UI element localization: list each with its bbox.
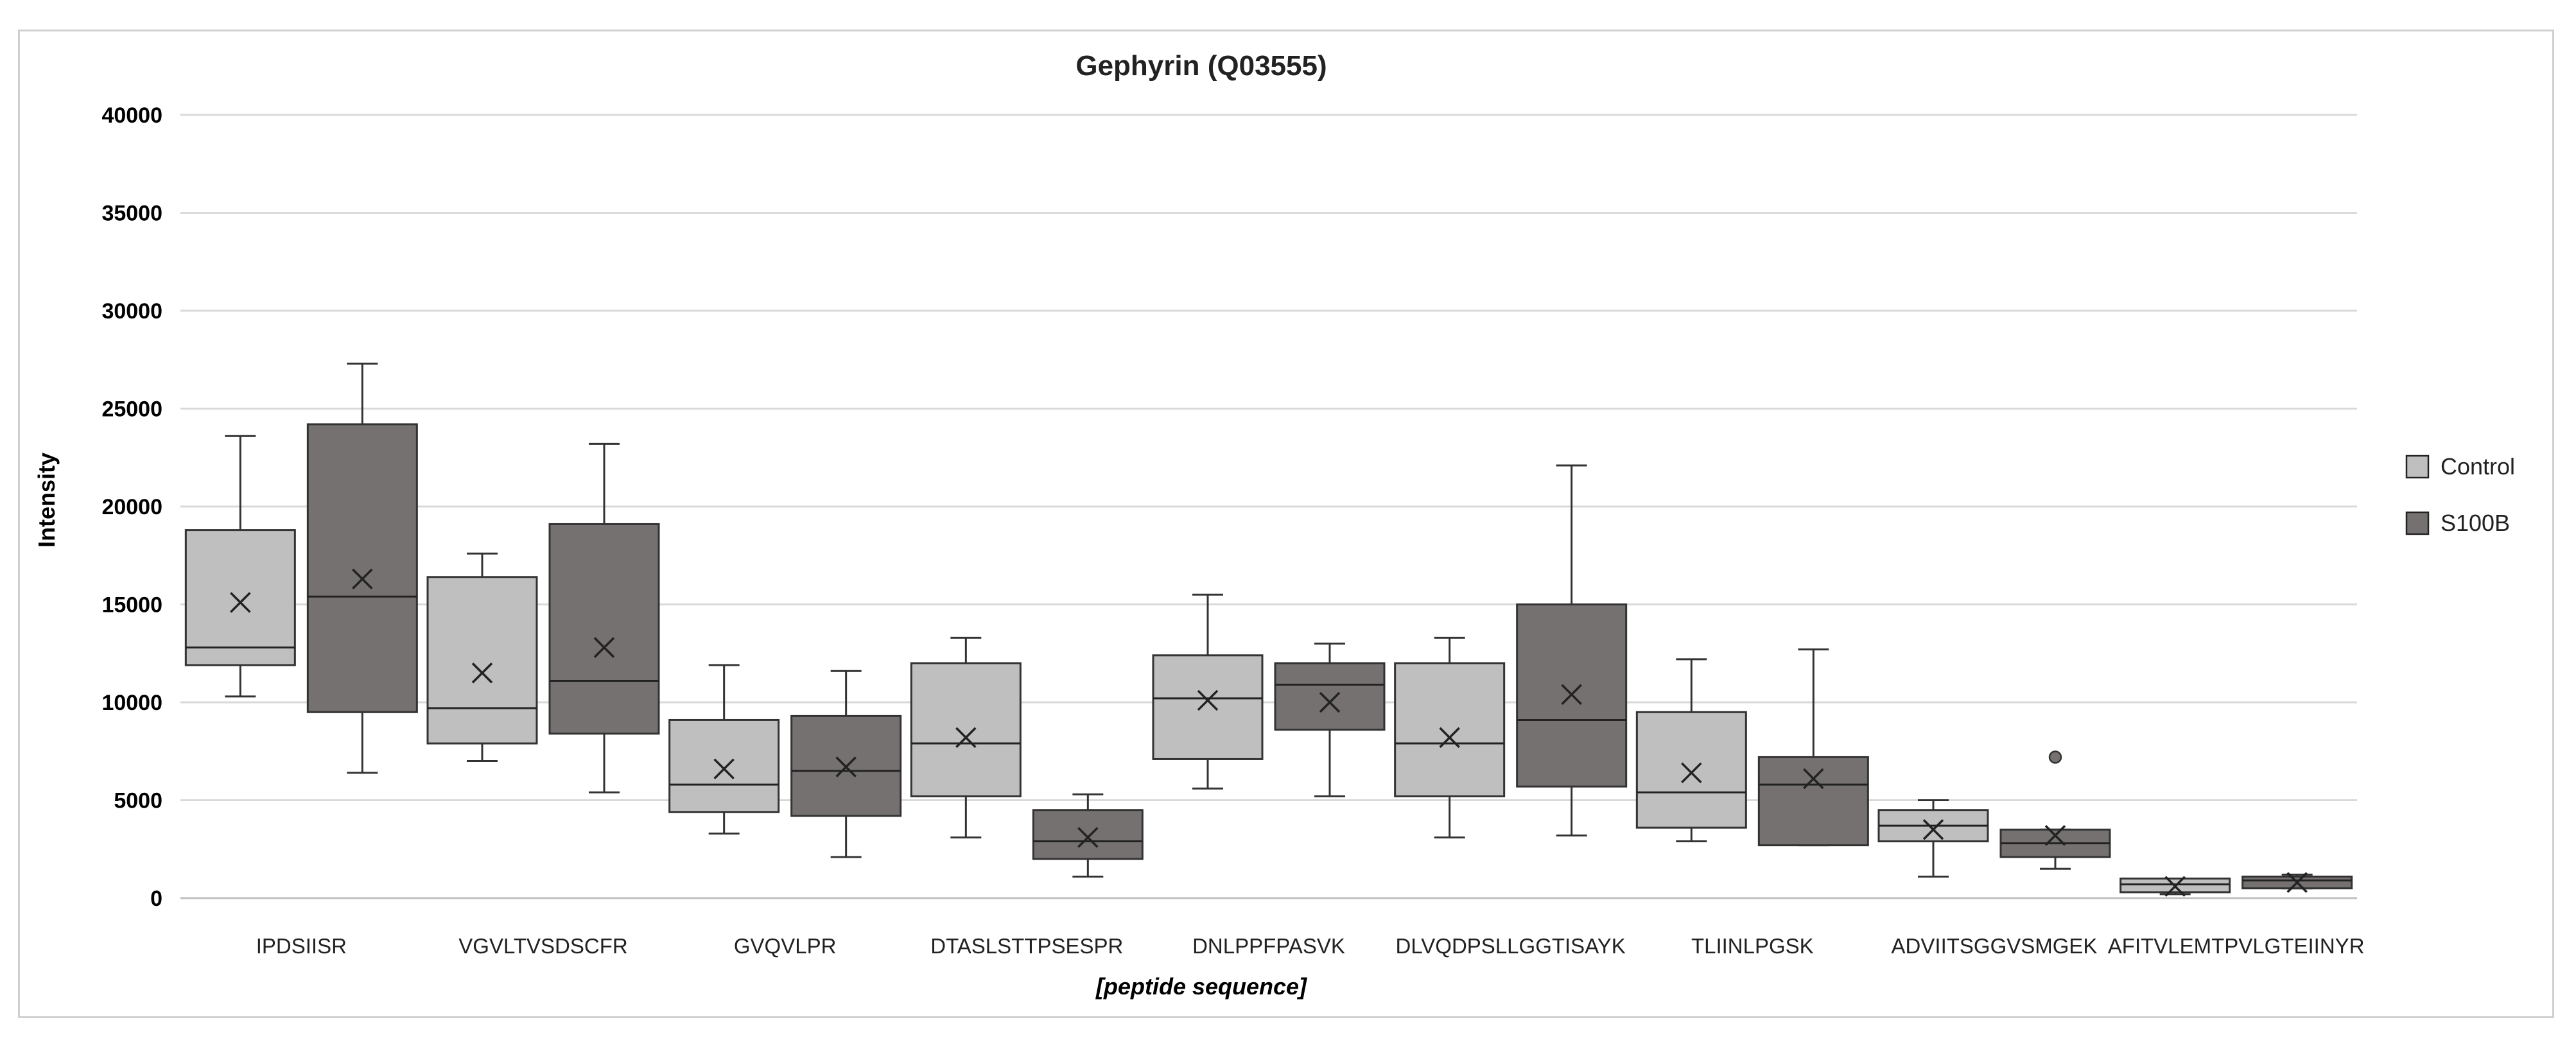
box-control-gvqvlpr	[668, 664, 780, 835]
x-axis-categories: IPDSIISR VGVLTVSDSCFR GVQVLPR DTASLSTTPSESP…	[256, 934, 2365, 958]
y-tick-label-30000: 30000	[101, 299, 162, 324]
mean-marker	[593, 637, 615, 658]
box-s100b-afitvlemtpvlgteiinyr	[2241, 872, 2353, 893]
mean-marker-stroke	[713, 758, 735, 779]
mean-marker	[713, 758, 735, 779]
iqr-box	[1757, 756, 1869, 847]
mean-marker	[2286, 872, 2308, 893]
x-tick-label-ADVIITSGGVSMGEK: ADVIITSGGVSMGEK	[1892, 934, 2098, 958]
x-tick-label-DLVQDPSLLGGTISAYK: DLVQDPSLLGGTISAYK	[1396, 934, 1626, 958]
mean-marker-stroke	[1319, 691, 1341, 713]
y-tick-label-5000: 5000	[114, 789, 162, 813]
chart-title: Gephyrin (Q03555)	[1075, 50, 1327, 82]
mean-marker-stroke	[1439, 727, 1460, 749]
iqr-box	[1274, 662, 1386, 731]
y-tick-label-25000: 25000	[101, 397, 162, 422]
y-tick-label-40000: 40000	[101, 103, 162, 128]
mean-marker-stroke	[1077, 827, 1099, 848]
iqr-box	[548, 523, 660, 735]
mean-marker	[471, 663, 493, 684]
iqr-box	[1152, 654, 1264, 760]
box-s100b-adviitsggvsmgek	[1999, 750, 2111, 870]
legend-label-control: Control	[2441, 453, 2515, 480]
box-s100b-gvqvlpr	[790, 670, 902, 858]
mean-marker-stroke	[2164, 876, 2186, 897]
chart-frame: 0 5000 10000 15000 20000 25000 30000 35000 40000…	[18, 30, 2554, 1018]
box-s100b-dnlppfpasvk	[1274, 643, 1386, 797]
iqr-box	[668, 718, 780, 813]
y-tick-label-15000: 15000	[101, 593, 162, 618]
y-tick-label-10000: 10000	[101, 691, 162, 715]
legend-swatch-control	[2405, 455, 2430, 479]
x-tick-label-GVQVLPR: GVQVLPR	[734, 934, 837, 958]
gridlines	[180, 114, 2357, 899]
box-s100b-tliinlpgsk	[1757, 648, 1869, 847]
box-s100b-ipdsiisr	[306, 362, 418, 774]
mean-marker	[1197, 689, 1219, 711]
x-tick-label-AFITVLEMTPVLGTEIINYR: AFITVLEMTPVLGTEIINYR	[2108, 934, 2365, 958]
mean-marker-stroke	[1561, 684, 1582, 706]
box-control-afitvlemtpvlgteiinyr	[2119, 876, 2231, 897]
mean-marker-stroke	[955, 727, 977, 749]
mean-marker	[352, 568, 373, 590]
iqr-box	[184, 529, 296, 666]
iqr-box	[306, 423, 418, 713]
mean-marker	[1681, 762, 1702, 784]
mean-marker	[230, 592, 251, 613]
mean-marker-stroke	[352, 568, 373, 590]
mean-marker	[2164, 876, 2186, 897]
box-s100b-dtaslsttpsespr	[1032, 793, 1144, 878]
x-axis-label: [peptide sequence]	[1095, 973, 1307, 1000]
mean-marker	[1922, 819, 1944, 840]
iqr-box	[910, 662, 1022, 797]
mean-marker	[1077, 827, 1099, 848]
mean-marker	[835, 756, 857, 777]
legend-swatch-s100b	[2405, 511, 2430, 535]
mean-marker-stroke	[593, 637, 615, 658]
mean-marker-stroke	[1803, 768, 1824, 790]
outlier-point	[2048, 750, 2062, 764]
mean-marker-stroke	[835, 756, 857, 777]
iqr-box	[1635, 711, 1747, 829]
mean-marker	[1319, 691, 1341, 713]
x-tick-label-TLIINLPGSK: TLIINLPGSK	[1691, 934, 1814, 958]
box-control-dlvqdpsllggtisayk	[1394, 636, 1506, 838]
legend: Control S100B	[2405, 453, 2515, 536]
x-tick-label-IPDSIISR: IPDSIISR	[256, 934, 347, 958]
y-tick-label-0: 0	[150, 887, 162, 911]
boxplot-chart: 0 5000 10000 15000 20000 25000 30000 35000 40000…	[33, 50, 2515, 1000]
mean-marker-stroke	[1197, 689, 1219, 711]
box-control-dnlppfpasvk	[1152, 593, 1264, 790]
mean-marker-stroke	[1922, 819, 1944, 840]
iqr-box	[1032, 809, 1144, 860]
boxes	[184, 362, 2353, 897]
mean-marker-stroke	[2286, 872, 2308, 893]
box-control-adviitsggvsmgek	[1877, 799, 1989, 878]
y-tick-label-35000: 35000	[101, 202, 162, 226]
mean-marker	[1561, 684, 1582, 706]
y-axis-label: Intensity	[33, 453, 60, 548]
box-control-vgvltvsdscfr	[426, 552, 538, 762]
y-tick-label-20000: 20000	[101, 495, 162, 519]
mean-marker-stroke	[230, 592, 251, 613]
iqr-box	[1394, 662, 1506, 797]
mean-marker-stroke	[1681, 762, 1702, 784]
box-control-ipdsiisr	[184, 435, 296, 698]
iqr-box	[426, 576, 538, 745]
x-tick-label-VGVLTVSDSCFR: VGVLTVSDSCFR	[458, 934, 627, 958]
mean-marker	[1439, 727, 1460, 749]
box-s100b-dlvqdpsllggtisayk	[1516, 464, 1628, 836]
x-tick-label-DTASLSTTPSESPR: DTASLSTTPSESPR	[930, 934, 1123, 958]
mean-marker	[2044, 825, 2066, 846]
legend-label-s100b: S100B	[2441, 510, 2510, 536]
mean-marker	[1803, 768, 1824, 790]
y-axis-ticks: 0 5000 10000 15000 20000 25000 30000 35000 40000	[101, 103, 162, 911]
box-control-tliinlpgsk	[1635, 658, 1747, 843]
box-control-dtaslsttpsespr	[910, 636, 1022, 838]
mean-marker-stroke	[2044, 825, 2066, 846]
mean-marker-stroke	[471, 663, 493, 684]
x-tick-label-DNLPPFPASVK: DNLPPFPASVK	[1192, 934, 1345, 958]
mean-marker	[955, 727, 977, 749]
box-s100b-vgvltvsdscfr	[548, 442, 660, 793]
